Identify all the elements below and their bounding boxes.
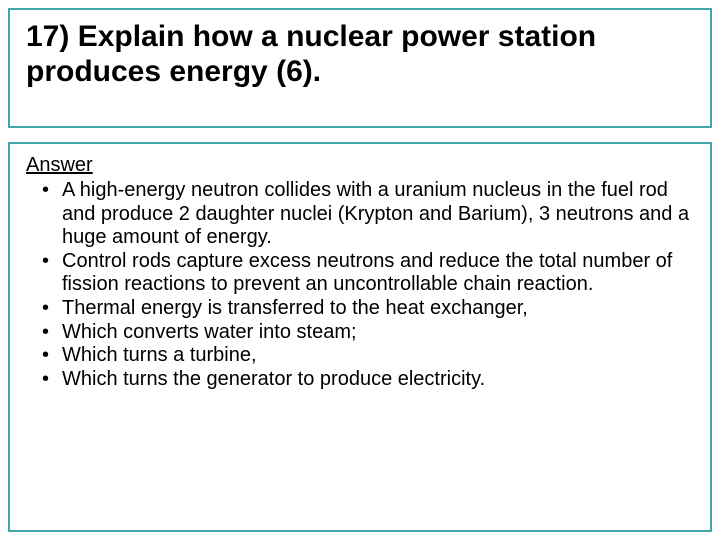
answer-bullet: Which converts water into steam; — [26, 321, 694, 345]
question-panel: 17) Explain how a nuclear power station … — [8, 8, 712, 128]
answer-bullet: Which turns a turbine, — [26, 344, 694, 368]
answer-bullet: A high-energy neutron collides with a ur… — [26, 179, 694, 250]
answer-bullet: Which turns the generator to produce ele… — [26, 368, 694, 392]
answer-bullet: Thermal energy is transferred to the hea… — [26, 297, 694, 321]
question-text: 17) Explain how a nuclear power station … — [26, 20, 694, 89]
answer-bullet: Control rods capture excess neutrons and… — [26, 250, 694, 297]
answer-list: A high-energy neutron collides with a ur… — [26, 179, 694, 391]
answer-panel: Answer A high-energy neutron collides wi… — [8, 142, 712, 532]
answer-heading: Answer — [26, 154, 694, 177]
